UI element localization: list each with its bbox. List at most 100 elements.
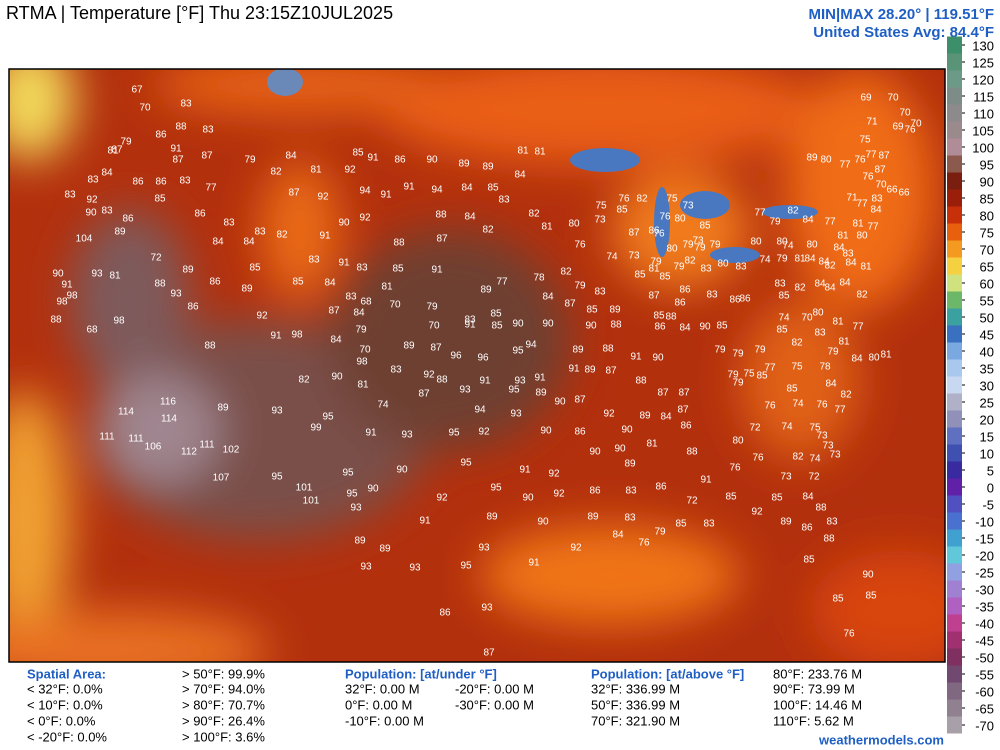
temp-label: 84	[802, 215, 814, 226]
temp-label: 86	[574, 427, 586, 438]
temp-label: 92	[86, 195, 98, 206]
temp-label: 92	[603, 409, 615, 420]
temp-label: 88	[435, 210, 447, 221]
temp-label: 75	[859, 135, 871, 146]
temp-label: 84	[612, 530, 624, 541]
temp-label: 91	[270, 331, 282, 342]
temp-label: 87	[201, 151, 213, 162]
temp-label: 86	[679, 285, 691, 296]
temp-label: 85	[352, 148, 364, 159]
temp-label: 68	[86, 325, 98, 336]
colorbar-label: 80	[980, 208, 994, 223]
stat: 0°F: 0.00 M	[345, 697, 412, 712]
temp-label: 75	[595, 201, 607, 212]
temp-label: 84	[839, 278, 851, 289]
temp-label: 82	[824, 261, 836, 272]
temp-label: 82	[794, 283, 806, 294]
temp-label: 90	[589, 447, 601, 458]
temp-label: 91	[630, 352, 642, 363]
temp-label: 91	[568, 364, 580, 375]
temp-label: 87	[874, 165, 886, 176]
colorbar-swatch	[947, 291, 962, 309]
stat: 100°F: 14.46 M	[773, 697, 862, 712]
temp-label: 96	[477, 353, 489, 364]
temp-label: 80	[568, 219, 580, 230]
temp-label: 86	[801, 523, 813, 534]
temp-label: 83	[871, 194, 883, 205]
temp-label: 88	[610, 320, 622, 331]
temp-label: 73	[682, 201, 694, 212]
temp-label: 94	[474, 405, 486, 416]
temp-label: 82	[482, 225, 494, 236]
temp-label: 85	[392, 264, 404, 275]
temp-label: 91	[380, 190, 392, 201]
temp-label: 81	[852, 219, 864, 230]
colorbar-label: 125	[972, 55, 994, 70]
temp-label: 83	[842, 249, 854, 260]
temp-label: 79	[769, 217, 781, 228]
stat: > 80°F: 70.7%	[182, 697, 265, 712]
temp-label: 91	[534, 373, 546, 384]
temp-label: 84	[542, 292, 554, 303]
temp-label: 92	[344, 165, 356, 176]
temp-label: 92	[359, 213, 371, 224]
colorbar-label: 75	[980, 225, 994, 240]
temp-label: 85	[803, 555, 815, 566]
temp-label: 90	[338, 218, 350, 229]
colorbar-swatch	[947, 410, 962, 428]
temp-label: 90	[426, 155, 438, 166]
temp-label: 88	[436, 375, 448, 386]
stat: > 70°F: 94.0%	[182, 681, 265, 696]
stat: 70°F: 321.90 M	[591, 713, 680, 728]
temp-label: 73	[692, 236, 704, 247]
temp-label: 88	[154, 279, 166, 290]
temp-label: 82	[636, 194, 648, 205]
temp-label: 81	[832, 317, 844, 328]
temp-label: 94	[431, 185, 443, 196]
temp-label: 80	[856, 231, 868, 242]
temp-label: 85	[491, 321, 503, 332]
temp-label: 76	[843, 629, 855, 640]
colorbar-label: -10	[975, 514, 994, 529]
temp-label: 93	[91, 269, 103, 280]
temp-label: 84	[353, 308, 365, 319]
temp-label: 83	[706, 290, 718, 301]
temp-label: 70	[428, 321, 440, 332]
colorbar-label: 90	[980, 174, 994, 189]
temp-label: 83	[356, 263, 368, 274]
temp-label: 83	[625, 486, 637, 497]
temp-label: 83	[64, 190, 76, 201]
temp-label: 87	[430, 343, 442, 354]
colorbar-label: 45	[980, 327, 994, 342]
colorbar-label: 115	[973, 89, 994, 104]
temp-label: 89	[480, 285, 492, 296]
temp-label: 89	[114, 227, 126, 238]
temp-label: 79	[732, 349, 744, 360]
temp-label: 79	[827, 347, 839, 358]
temp-label: 94	[525, 340, 537, 351]
colorbar-label: 30	[980, 378, 994, 393]
temp-label: 106	[145, 442, 162, 453]
temp-label: 79	[776, 254, 788, 265]
temp-label: 81	[517, 146, 529, 157]
temp-label: 85	[699, 221, 711, 232]
colorbar-swatch	[947, 461, 962, 479]
temp-label: 77	[865, 150, 877, 161]
temp-label: 74	[759, 255, 771, 266]
temp-label: 70	[910, 119, 922, 130]
temp-label: 112	[181, 447, 197, 458]
colorbar-swatch	[947, 682, 962, 700]
temp-label: 111	[199, 440, 215, 451]
temp-label: 74	[606, 252, 618, 263]
temp-label: 83	[345, 292, 357, 303]
temp-label: 81	[837, 231, 849, 242]
stat: 50°F: 336.99 M	[591, 697, 680, 712]
temp-label: 83	[254, 227, 266, 238]
colorbar-label: 5	[987, 463, 994, 478]
temp-label: 85	[616, 205, 628, 216]
temp-label: 85	[154, 194, 166, 205]
temp-label: 89	[624, 459, 636, 470]
temp-label: 90	[522, 493, 534, 504]
temp-label: 90	[699, 322, 711, 333]
